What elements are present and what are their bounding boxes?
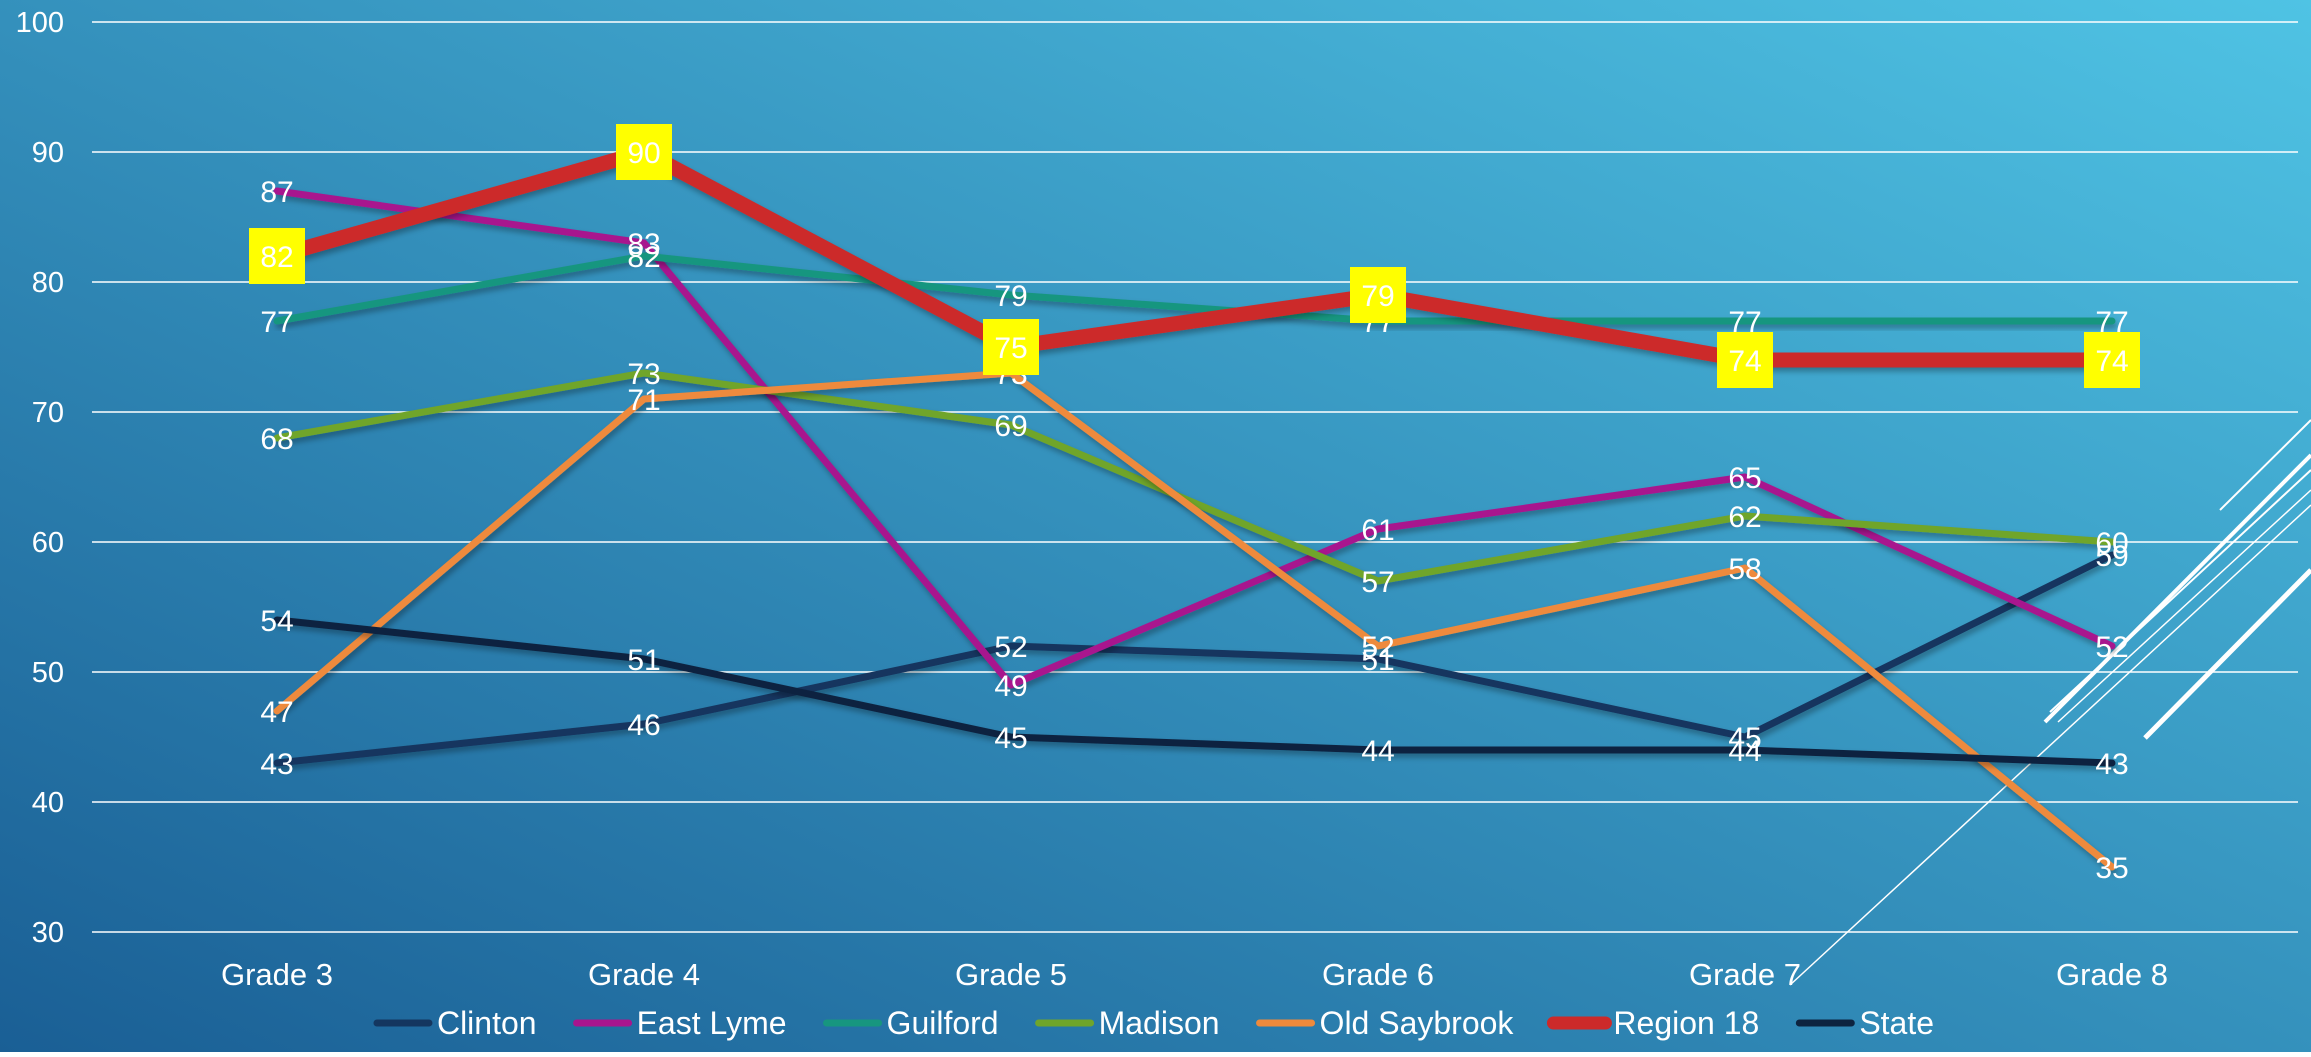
data-label: 90	[627, 137, 660, 170]
data-label: 74	[1728, 345, 1761, 378]
series-line-old-saybrook	[273, 369, 2116, 871]
data-label: 83	[627, 228, 660, 261]
y-tick-label: 50	[32, 657, 64, 689]
y-tick-label: 70	[32, 397, 64, 429]
data-label: 58	[1728, 553, 1761, 586]
y-tick-label: 80	[32, 267, 64, 299]
data-label: 69	[994, 410, 1027, 443]
legend-item-madison: Madison	[1035, 1005, 1220, 1041]
legend-item-guilford: Guilford	[823, 1005, 999, 1041]
data-label: 73	[627, 358, 660, 391]
x-axis: Grade 3 Grade 4 Grade 5 Grade 6 Grade 7 Grade…	[221, 957, 2168, 992]
data-label: 65	[1728, 462, 1761, 495]
data-label: 87	[260, 176, 293, 209]
legend-item-state: State	[1795, 1005, 1934, 1041]
series-line-state	[273, 616, 2116, 767]
series-line-madison	[273, 369, 2116, 585]
legend: Clinton East Lyme Guilford Madison Old Saybr…	[373, 1005, 1934, 1041]
series-line-clinton	[273, 551, 2116, 767]
data-label: 54	[260, 605, 293, 638]
y-tick-label: 100	[16, 7, 64, 39]
legend-item-old-saybrook: Old Saybrook	[1256, 1005, 1515, 1041]
data-label-box	[249, 228, 305, 284]
series-lines	[269, 144, 2120, 871]
legend-item-clinton: Clinton	[373, 1005, 537, 1041]
data-label-box	[1350, 267, 1406, 323]
data-label: 61	[1361, 514, 1394, 547]
data-label-box	[983, 319, 1039, 375]
x-tick-label: Grade 6	[1322, 957, 1434, 992]
series-line-east-lyme	[273, 187, 2116, 689]
x-tick-label: Grade 8	[2056, 957, 2168, 992]
data-label: 57	[1361, 566, 1394, 599]
data-label: 74	[2095, 345, 2128, 378]
data-label: 45	[1728, 722, 1761, 755]
x-tick-label: Grade 7	[1689, 957, 1801, 992]
legend-label: State	[1859, 1005, 1934, 1041]
legend-label: Old Saybrook	[1320, 1005, 1515, 1041]
data-label: 77	[260, 306, 293, 339]
data-label: 59	[2095, 540, 2128, 573]
series-line-guilford	[273, 252, 2116, 325]
data-label: 71	[627, 384, 660, 417]
data-label: 51	[1361, 644, 1394, 677]
x-tick-label: Grade 4	[588, 957, 700, 992]
data-label: 51	[627, 644, 660, 677]
gridlines	[92, 21, 2298, 933]
data-label: 43	[2095, 748, 2128, 781]
data-label: 44	[1361, 735, 1394, 768]
legend-item-east-lyme: East Lyme	[573, 1005, 787, 1041]
data-label: 79	[1361, 280, 1394, 313]
data-label-box	[616, 124, 672, 180]
data-label: 52	[1361, 631, 1394, 664]
data-label-box	[2084, 332, 2140, 388]
data-label: 79	[994, 280, 1027, 313]
data-label: 44	[1728, 735, 1761, 768]
data-label: 62	[1728, 501, 1761, 534]
data-label: 52	[994, 631, 1027, 664]
y-tick-label: 90	[32, 137, 64, 169]
data-label: 35	[2095, 852, 2128, 885]
data-labels: 4346525145598783496165527782797777776873…	[249, 124, 2140, 885]
data-label: 82	[260, 241, 293, 274]
data-label: 52	[2095, 631, 2128, 664]
data-label: 45	[994, 722, 1027, 755]
data-label: 75	[994, 332, 1027, 365]
series-line-region-18	[269, 144, 2120, 368]
x-tick-label: Grade 5	[955, 957, 1067, 992]
legend-label: Guilford	[887, 1005, 999, 1041]
legend-label: Clinton	[437, 1005, 537, 1041]
data-label: 47	[260, 696, 293, 729]
data-label: 68	[260, 423, 293, 456]
y-axis: 30 40 50 60 70 80 90 100	[16, 7, 64, 949]
y-tick-label: 60	[32, 527, 64, 559]
data-label: 46	[627, 709, 660, 742]
x-tick-label: Grade 3	[221, 957, 333, 992]
data-label-box	[1717, 332, 1773, 388]
data-label: 60	[2095, 527, 2128, 560]
y-tick-label: 30	[32, 917, 64, 949]
legend-label: Region 18	[1613, 1005, 1759, 1041]
legend-item-region-18: Region 18	[1546, 1005, 1759, 1041]
data-label: 82	[627, 241, 660, 274]
data-label: 49	[994, 670, 1027, 703]
legend-label: East Lyme	[637, 1005, 787, 1041]
legend-label: Madison	[1099, 1005, 1220, 1041]
data-label: 43	[260, 748, 293, 781]
y-tick-label: 40	[32, 787, 64, 819]
